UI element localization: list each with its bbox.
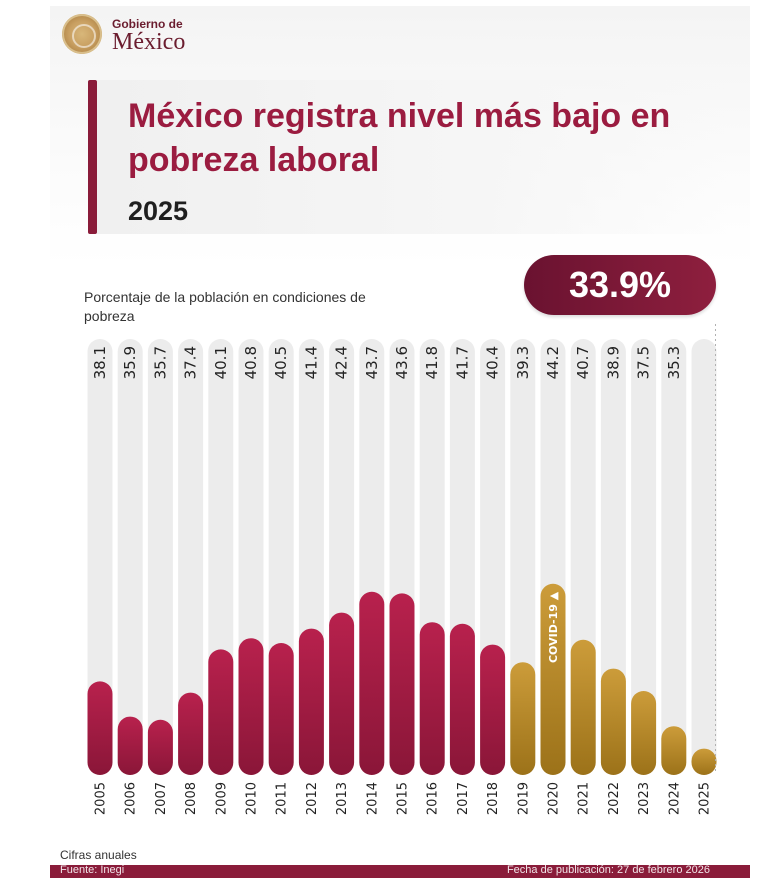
bar-2012 [298,628,324,775]
bar-2008 [178,692,204,775]
publication-date-text: Fecha de publicación: 27 de febrero 2026 [506,864,710,876]
y-axis-label: Porcentaje de la población en condicione… [84,289,366,324]
value-label-2011: 40.5 [272,346,290,379]
value-label-2016: 41.8 [423,346,441,379]
value-label-2024: 35.3 [665,346,683,379]
footer-bar: Fuente: Inegi Fecha de publicación: 27 d… [50,864,750,878]
bar-chart: 38.1 2005 35.9 2006 35.7 2007 37.4 2008 40.1 2009… [87,324,717,815]
year-label-2019: 2019 [516,782,531,815]
bar-track [600,339,626,771]
year-label-2015: 2015 [396,782,411,815]
bar-track [117,339,143,771]
highlight-value-badge: 33.9% [524,255,716,315]
value-label-2005: 38.1 [91,346,109,379]
year-label-2006: 2006 [124,782,139,815]
bar-2009 [208,649,234,775]
bar-2021 [570,639,596,775]
year-label-2011: 2011 [275,782,290,815]
year-label-2013: 2013 [335,782,350,815]
bar-track [661,339,687,771]
bar-2010 [238,638,264,775]
bar-track [631,339,657,771]
year-label-2014: 2014 [365,782,380,815]
title-accent-bar [88,80,97,234]
year-label-2005: 2005 [94,782,109,815]
bar-2020 [540,583,566,775]
value-label-2010: 40.8 [242,346,260,379]
page-subtitle: 2025 [128,196,189,226]
value-label-2022: 38.9 [604,346,622,379]
value-label-2019: 39.3 [514,346,532,379]
bar-track [691,339,717,771]
value-label-2018: 40.4 [484,346,502,379]
value-label-2014: 43.7 [363,346,381,379]
covid-annotation: COVID-19 ▲ [547,591,560,663]
bar-2015 [389,593,415,775]
bar-track [510,339,536,771]
year-label-2016: 2016 [426,782,441,815]
year-label-2017: 2017 [456,782,471,815]
year-label-2007: 2007 [154,782,169,815]
bar-2013 [329,612,355,775]
source-text: Fuente: Inegi [60,864,125,876]
bar-track [178,339,204,771]
bar-2016 [419,622,445,775]
year-label-2010: 2010 [245,782,260,815]
year-label-2008: 2008 [184,782,199,815]
bar-2011 [268,643,294,775]
annual-figures-note: Cifras anuales [60,848,137,862]
page-title: México registra nivel más bajo en pobrez… [128,97,671,179]
value-label-2023: 37.5 [635,346,653,379]
value-label-2020: 44.2 [544,346,562,379]
bar-track [147,339,173,771]
year-label-2009: 2009 [214,782,229,815]
value-label-2009: 40.1 [212,346,230,379]
bar-2025 [691,748,717,775]
bar-2005 [87,681,113,775]
year-label-2024: 2024 [667,782,682,815]
bar-2022 [600,668,626,775]
bar-2018 [480,644,506,775]
bar-2014 [359,591,385,775]
logo-main-text: México [112,29,186,55]
national-seal-icon [62,14,102,54]
value-label-2015: 43.6 [393,346,411,379]
bar-2017 [449,623,475,775]
bar-2023 [631,691,657,775]
value-label-2012: 41.4 [302,346,320,379]
year-label-2022: 2022 [607,782,622,815]
bar-2019 [510,662,536,775]
value-label-2017: 41.7 [453,346,471,379]
value-label-2007: 35.7 [151,346,169,379]
value-label-2008: 37.4 [182,346,200,379]
year-label-2021: 2021 [577,782,592,815]
year-label-2023: 2023 [637,782,652,815]
bar-2024 [661,726,687,775]
infographic-card: Gobierno de México México registra nivel… [50,6,750,878]
year-label-2012: 2012 [305,782,320,815]
bar-2007 [147,719,173,775]
bar-track [87,339,113,771]
logo-top-text: Gobierno de [112,17,183,31]
year-label-2018: 2018 [486,782,501,815]
value-label-2013: 42.4 [333,346,351,379]
year-label-2025: 2025 [698,782,713,815]
value-label-2021: 40.7 [574,346,592,379]
bar-2006 [117,716,143,775]
year-label-2020: 2020 [547,782,562,815]
title-background [97,80,727,234]
value-label-2006: 35.9 [121,346,139,379]
